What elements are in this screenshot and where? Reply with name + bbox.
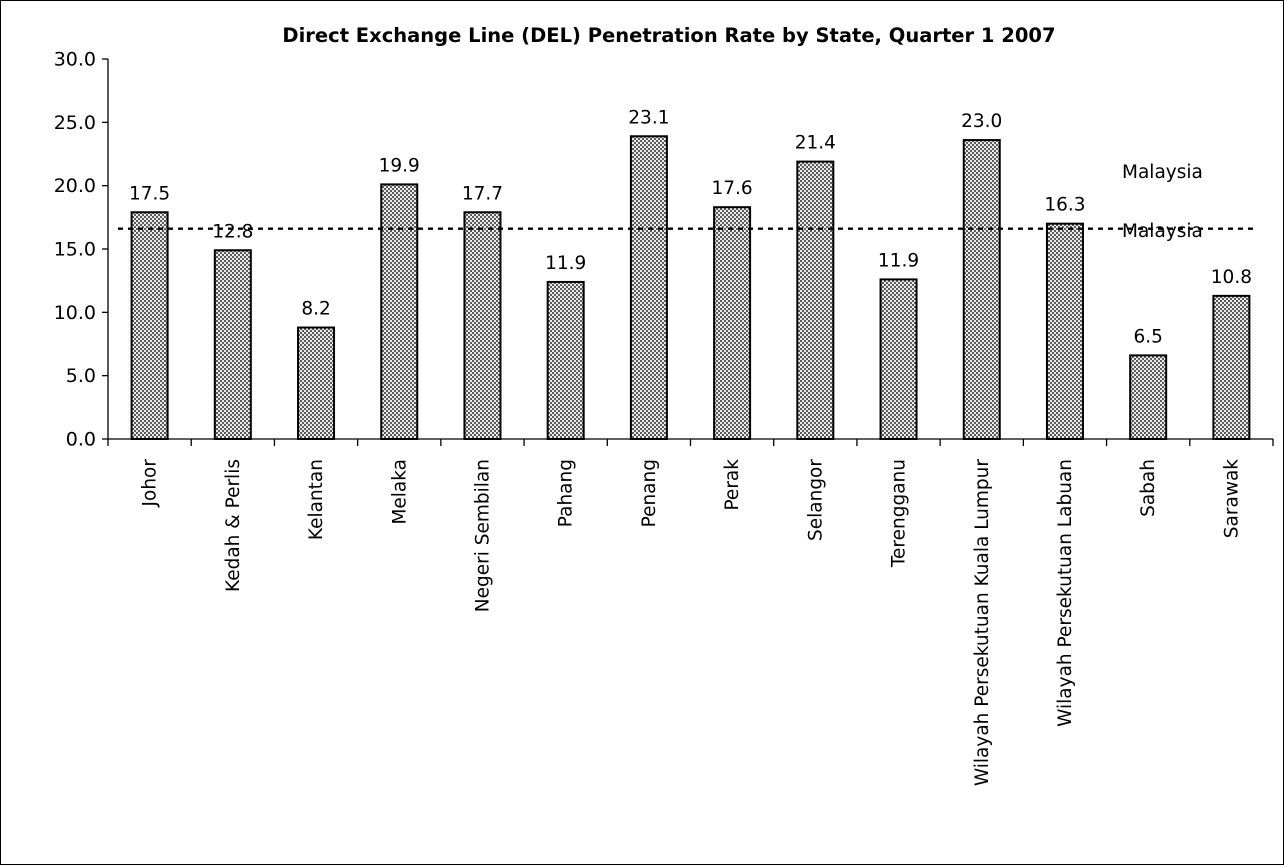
bar: [962, 139, 1001, 440]
data-label: 23.0: [961, 111, 1002, 132]
bar: [1129, 354, 1168, 440]
x-category-label: Selangor: [805, 459, 826, 541]
data-labels-group: 17.5 12.8 8.2 19.9 17.7 11.9 23.1 17.6 21.4 11.9 2…: [129, 107, 1252, 347]
data-label: 8.2: [301, 299, 330, 320]
data-label: 10.8: [1211, 267, 1252, 288]
y-tick-label: 0.0: [66, 429, 96, 451]
x-category-label: Kelantan: [306, 459, 327, 540]
x-category-label: Wilayah Persekutuan Kuala Lumpur: [972, 459, 993, 787]
x-category-label: Perak: [722, 459, 743, 511]
data-label: 17.5: [129, 183, 170, 204]
chart-title: Direct Exchange Line (DEL) Penetration R…: [282, 24, 1055, 47]
bar: [380, 183, 419, 440]
y-tick-label: 20.0: [54, 175, 96, 197]
bar: [463, 211, 502, 440]
bar: [713, 206, 752, 440]
y-tick-label: 10.0: [54, 302, 96, 324]
data-label: 17.7: [462, 183, 503, 204]
x-category-label: Johor: [140, 459, 161, 508]
y-tick-label: 30.0: [54, 49, 96, 71]
bar: [629, 135, 668, 440]
y-tick-label: 5.0: [66, 365, 96, 387]
x-category-label: Kedah & Perlis: [223, 459, 244, 592]
bar: [1212, 294, 1251, 440]
x-category-label: Sabah: [1138, 459, 1159, 517]
x-category-label: Sarawak: [1221, 459, 1242, 538]
bar: [130, 211, 169, 440]
y-tick-label: 25.0: [54, 112, 96, 134]
bar: [546, 280, 585, 440]
data-label: 6.5: [1133, 326, 1162, 347]
reference-labels-group: Malaysia Malaysia: [1122, 162, 1203, 242]
x-category-label: Pahang: [556, 459, 577, 527]
x-category-label: Negeri Sembilan: [472, 459, 493, 612]
data-label: 21.4: [795, 133, 836, 154]
data-label: 17.6: [712, 178, 753, 199]
reference-label: Malaysia: [1122, 221, 1203, 242]
bar: [796, 160, 835, 440]
x-category-label: Terengganu: [889, 459, 910, 568]
data-label: 19.9: [379, 155, 420, 176]
reference-label: Malaysia: [1122, 162, 1203, 183]
bar: [1045, 222, 1084, 440]
bar: [297, 326, 336, 440]
bars-group: [130, 135, 1251, 440]
data-label: 23.1: [628, 107, 669, 128]
y-axis: 0.0 5.0 10.0 15.0 20.0 25.0 30.0: [54, 49, 109, 451]
x-category-label: Penang: [639, 459, 660, 527]
data-label: 11.9: [545, 253, 586, 274]
y-tick-label: 15.0: [54, 239, 96, 261]
data-label: 11.9: [878, 250, 919, 271]
x-category-label: Melaka: [389, 459, 410, 525]
data-label: 12.8: [212, 221, 253, 242]
x-axis: Johor Kedah & Perlis Kelantan Melaka Negeri …: [107, 438, 1274, 787]
x-category-label: Wilayah Persekutuan Labuan: [1055, 459, 1076, 727]
bar: [879, 278, 918, 440]
data-label: 16.3: [1044, 195, 1085, 216]
bar: [213, 249, 252, 440]
